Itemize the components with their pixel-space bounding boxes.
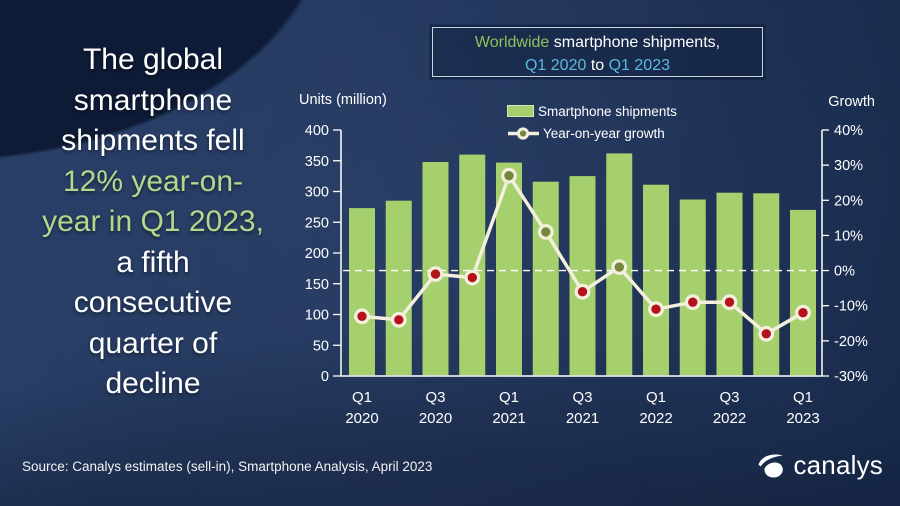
chart-title-line2: Q1 2020 to Q1 2023 [433,54,762,77]
chart-title-line1: Worldwide smartphone shipments, [433,31,762,54]
headline-line: consecutive [73,286,233,319]
canalys-logo-text: canalys [793,450,883,480]
chart-title-word: Worldwide [474,34,550,51]
headline-line: a fifth [116,245,190,279]
right-axis-title: Growth [828,94,875,110]
canalys-swoosh-icon [758,454,784,477]
headline-line: decline [105,367,201,400]
bar-swatch-icon [507,105,534,117]
headline-line: smartphone [73,83,233,117]
headline-line: The global [82,43,224,76]
line-marker-icon [508,126,539,140]
chart-title-range-start: Q1 2020 [524,57,587,74]
chart-title-box: Worldwide smartphone shipments, Q1 2020 … [432,27,763,77]
headline-line: 12% year-on- [62,164,244,198]
headline-line: quarter of [88,326,218,360]
source-note: Source: Canalys estimates (sell-in), Sma… [22,459,433,474]
legend-label-growth: Year-on-year growth [543,125,665,141]
headline-line: shipments fell [61,124,245,157]
legend-item-growth: Year-on-year growth [507,122,677,144]
legend-item-shipments: Smartphone shipments [507,100,677,122]
headline: The global smartphone shipments fell 12% ye… [20,40,286,405]
left-axis-title: Units (million) [299,92,387,108]
chart-title-rest: smartphone shipments, [549,34,721,51]
chart-legend: Smartphone shipments Year-on-year growth [507,100,677,144]
chart-title-range-end: Q1 2023 [608,57,670,74]
headline-line: year in Q1 2023, [42,205,264,238]
canalys-logo: canalys [756,450,883,481]
legend-label-shipments: Smartphone shipments [538,103,677,119]
chart-title-to: to [586,57,609,74]
